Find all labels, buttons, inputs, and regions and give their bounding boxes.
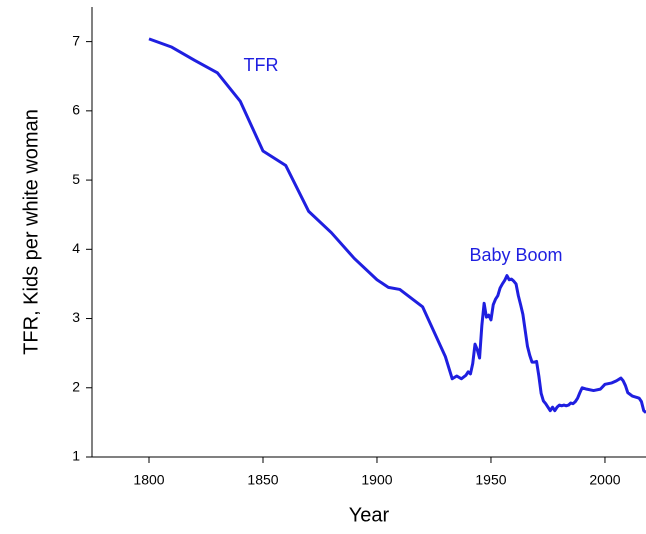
x-axis-title: Year — [349, 504, 390, 526]
x-tick-label: 1800 — [133, 472, 164, 488]
x-tick-label: 1900 — [361, 472, 392, 488]
data-line — [148, 37, 646, 414]
y-tick-label: 2 — [72, 378, 80, 394]
annotation: Baby Boom — [469, 245, 562, 265]
x-tick-label: 1950 — [475, 472, 506, 488]
y-tick-label: 1 — [72, 448, 80, 464]
y-tick-label: 6 — [72, 102, 80, 118]
y-tick-label: 5 — [72, 171, 80, 187]
y-tick-label: 7 — [72, 32, 80, 48]
x-tick-label: 2000 — [589, 472, 620, 488]
y-axis-title: TFR, Kids per white woman — [20, 109, 42, 355]
y-tick-label: 4 — [72, 240, 80, 256]
y-tick-label: 3 — [72, 309, 80, 325]
annotation: TFR — [244, 55, 279, 75]
x-tick-label: 1850 — [247, 472, 278, 488]
